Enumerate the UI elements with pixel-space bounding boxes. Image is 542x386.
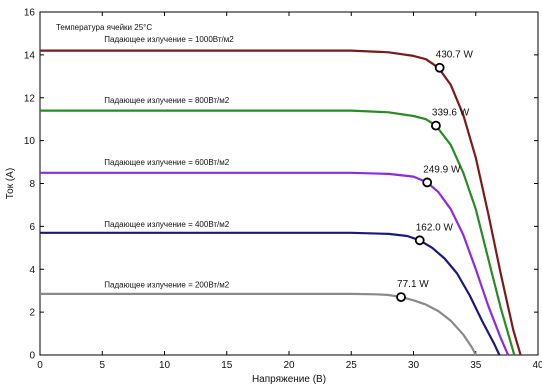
series-label: Падающее излучение = 600Вт/м2 [104,158,230,167]
x-tick-label: 20 [283,360,295,371]
max-power-label: 249.9 W [423,164,461,175]
y-tick-label: 16 [24,8,36,19]
series-line [40,109,516,356]
series-line [40,49,522,356]
y-tick-label: 0 [29,351,35,362]
x-tick-label: 40 [532,360,542,371]
y-tick-label: 2 [29,308,35,319]
series-label: Падающее излучение = 400Вт/м2 [104,220,230,229]
y-tick-label: 12 [24,93,36,104]
x-tick-label: 30 [408,360,420,371]
series-2: Падающее излучение = 600Вт/м2 249.9 W [40,158,510,356]
x-tick-label: 10 [159,360,171,371]
series-label: Падающее излучение = 1000Вт/м2 [104,35,234,44]
series-line [40,231,501,356]
max-power-point [431,120,441,131]
series-4: Падающее излучение = 200Вт/м2 77.1 W [40,279,477,356]
max-power-point [414,235,425,246]
series-3: Падающее излучение = 400Вт/м2 162.0 W [40,220,501,356]
max-power-label: 430.7 W [436,50,474,61]
y-tick-label: 6 [29,222,35,233]
max-power-label: 339.6 W [432,108,470,119]
cell-temperature-annotation: Температура ячейки 25°C [56,23,152,32]
y-tick-label: 8 [29,179,35,190]
series-1: Падающее излучение = 800Вт/м2 339.6 W [40,96,516,356]
max-power-point [422,177,433,188]
axes: 0 5 10 15 20 25 30 35 40 0 2 4 6 8 10 12 14 16 [24,8,542,372]
series-line [40,292,477,356]
plot-frame [39,11,539,356]
y-tick-label: 14 [24,50,36,61]
series-line [40,171,510,356]
x-tick-label: 0 [37,360,43,371]
y-tick-label: 10 [24,136,36,147]
y-tick-label: 4 [29,265,35,276]
series-label: Падающее излучение = 200Вт/м2 [104,280,230,289]
x-tick-label: 25 [346,360,358,371]
max-power-label: 77.1 W [397,279,429,290]
max-power-label: 162.0 W [416,222,454,233]
max-power-point [434,62,445,73]
x-tick-label: 15 [221,360,233,371]
max-power-point [396,292,406,303]
y-axis-title: Ток (А) [5,168,16,199]
series-label: Падающее излучение = 800Вт/м2 [104,96,230,105]
x-tick-label: 5 [99,360,105,371]
x-axis-title: Напряжение (В) [252,374,326,385]
series-0: Падающее излучение = 1000Вт/м2 430.7 W [40,35,522,356]
x-tick-label: 35 [470,360,482,371]
